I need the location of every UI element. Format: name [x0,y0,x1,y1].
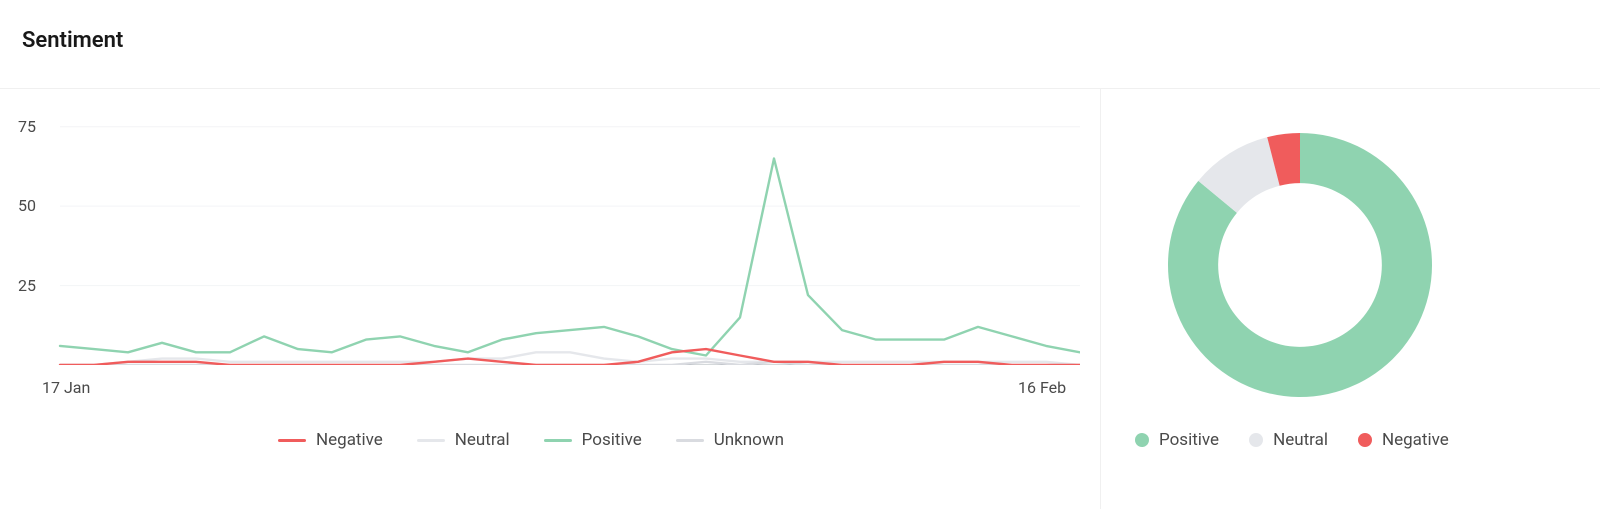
donut-legend-item-neutral[interactable]: Neutral [1249,430,1328,450]
x-axis-start-label: 17 Jan [42,378,90,397]
y-tick-label: 25 [18,276,36,295]
legend-label: Neutral [1273,430,1328,450]
line-chart-legend: Negative Neutral Positive Unknown [278,430,784,450]
legend-dot [1135,433,1149,447]
legend-swatch [417,439,445,442]
legend-item-positive[interactable]: Positive [544,430,642,450]
legend-item-negative[interactable]: Negative [278,430,383,450]
donut-legend-item-negative[interactable]: Negative [1358,430,1449,450]
vertical-divider [1100,88,1101,509]
legend-label: Negative [316,430,383,450]
legend-dot [1358,433,1372,447]
legend-dot [1249,433,1263,447]
sentiment-line-chart [20,95,1080,365]
y-tick-label: 50 [18,196,36,215]
sentiment-panel: Sentiment 255075 17 Jan 16 Feb NegativeN… [0,0,1600,509]
panel-title: Sentiment [22,28,123,53]
donut-legend: Positive Neutral Negative [1135,430,1449,450]
series-positive [60,159,1080,356]
legend-swatch [544,439,572,442]
donut-legend-item-positive[interactable]: Positive [1135,430,1219,450]
legend-swatch [676,439,704,442]
legend-label: Neutral [455,430,510,450]
legend-label: Negative [1382,430,1449,450]
legend-label: Unknown [714,430,784,450]
legend-item-unknown[interactable]: Unknown [676,430,784,450]
x-axis-end-label: 16 Feb [1018,378,1066,397]
legend-label: Positive [582,430,642,450]
y-tick-label: 75 [18,117,36,136]
header-divider [0,88,1600,89]
legend-label: Positive [1159,430,1219,450]
sentiment-donut-chart [1155,120,1445,410]
legend-swatch [278,439,306,442]
legend-item-neutral[interactable]: Neutral [417,430,510,450]
